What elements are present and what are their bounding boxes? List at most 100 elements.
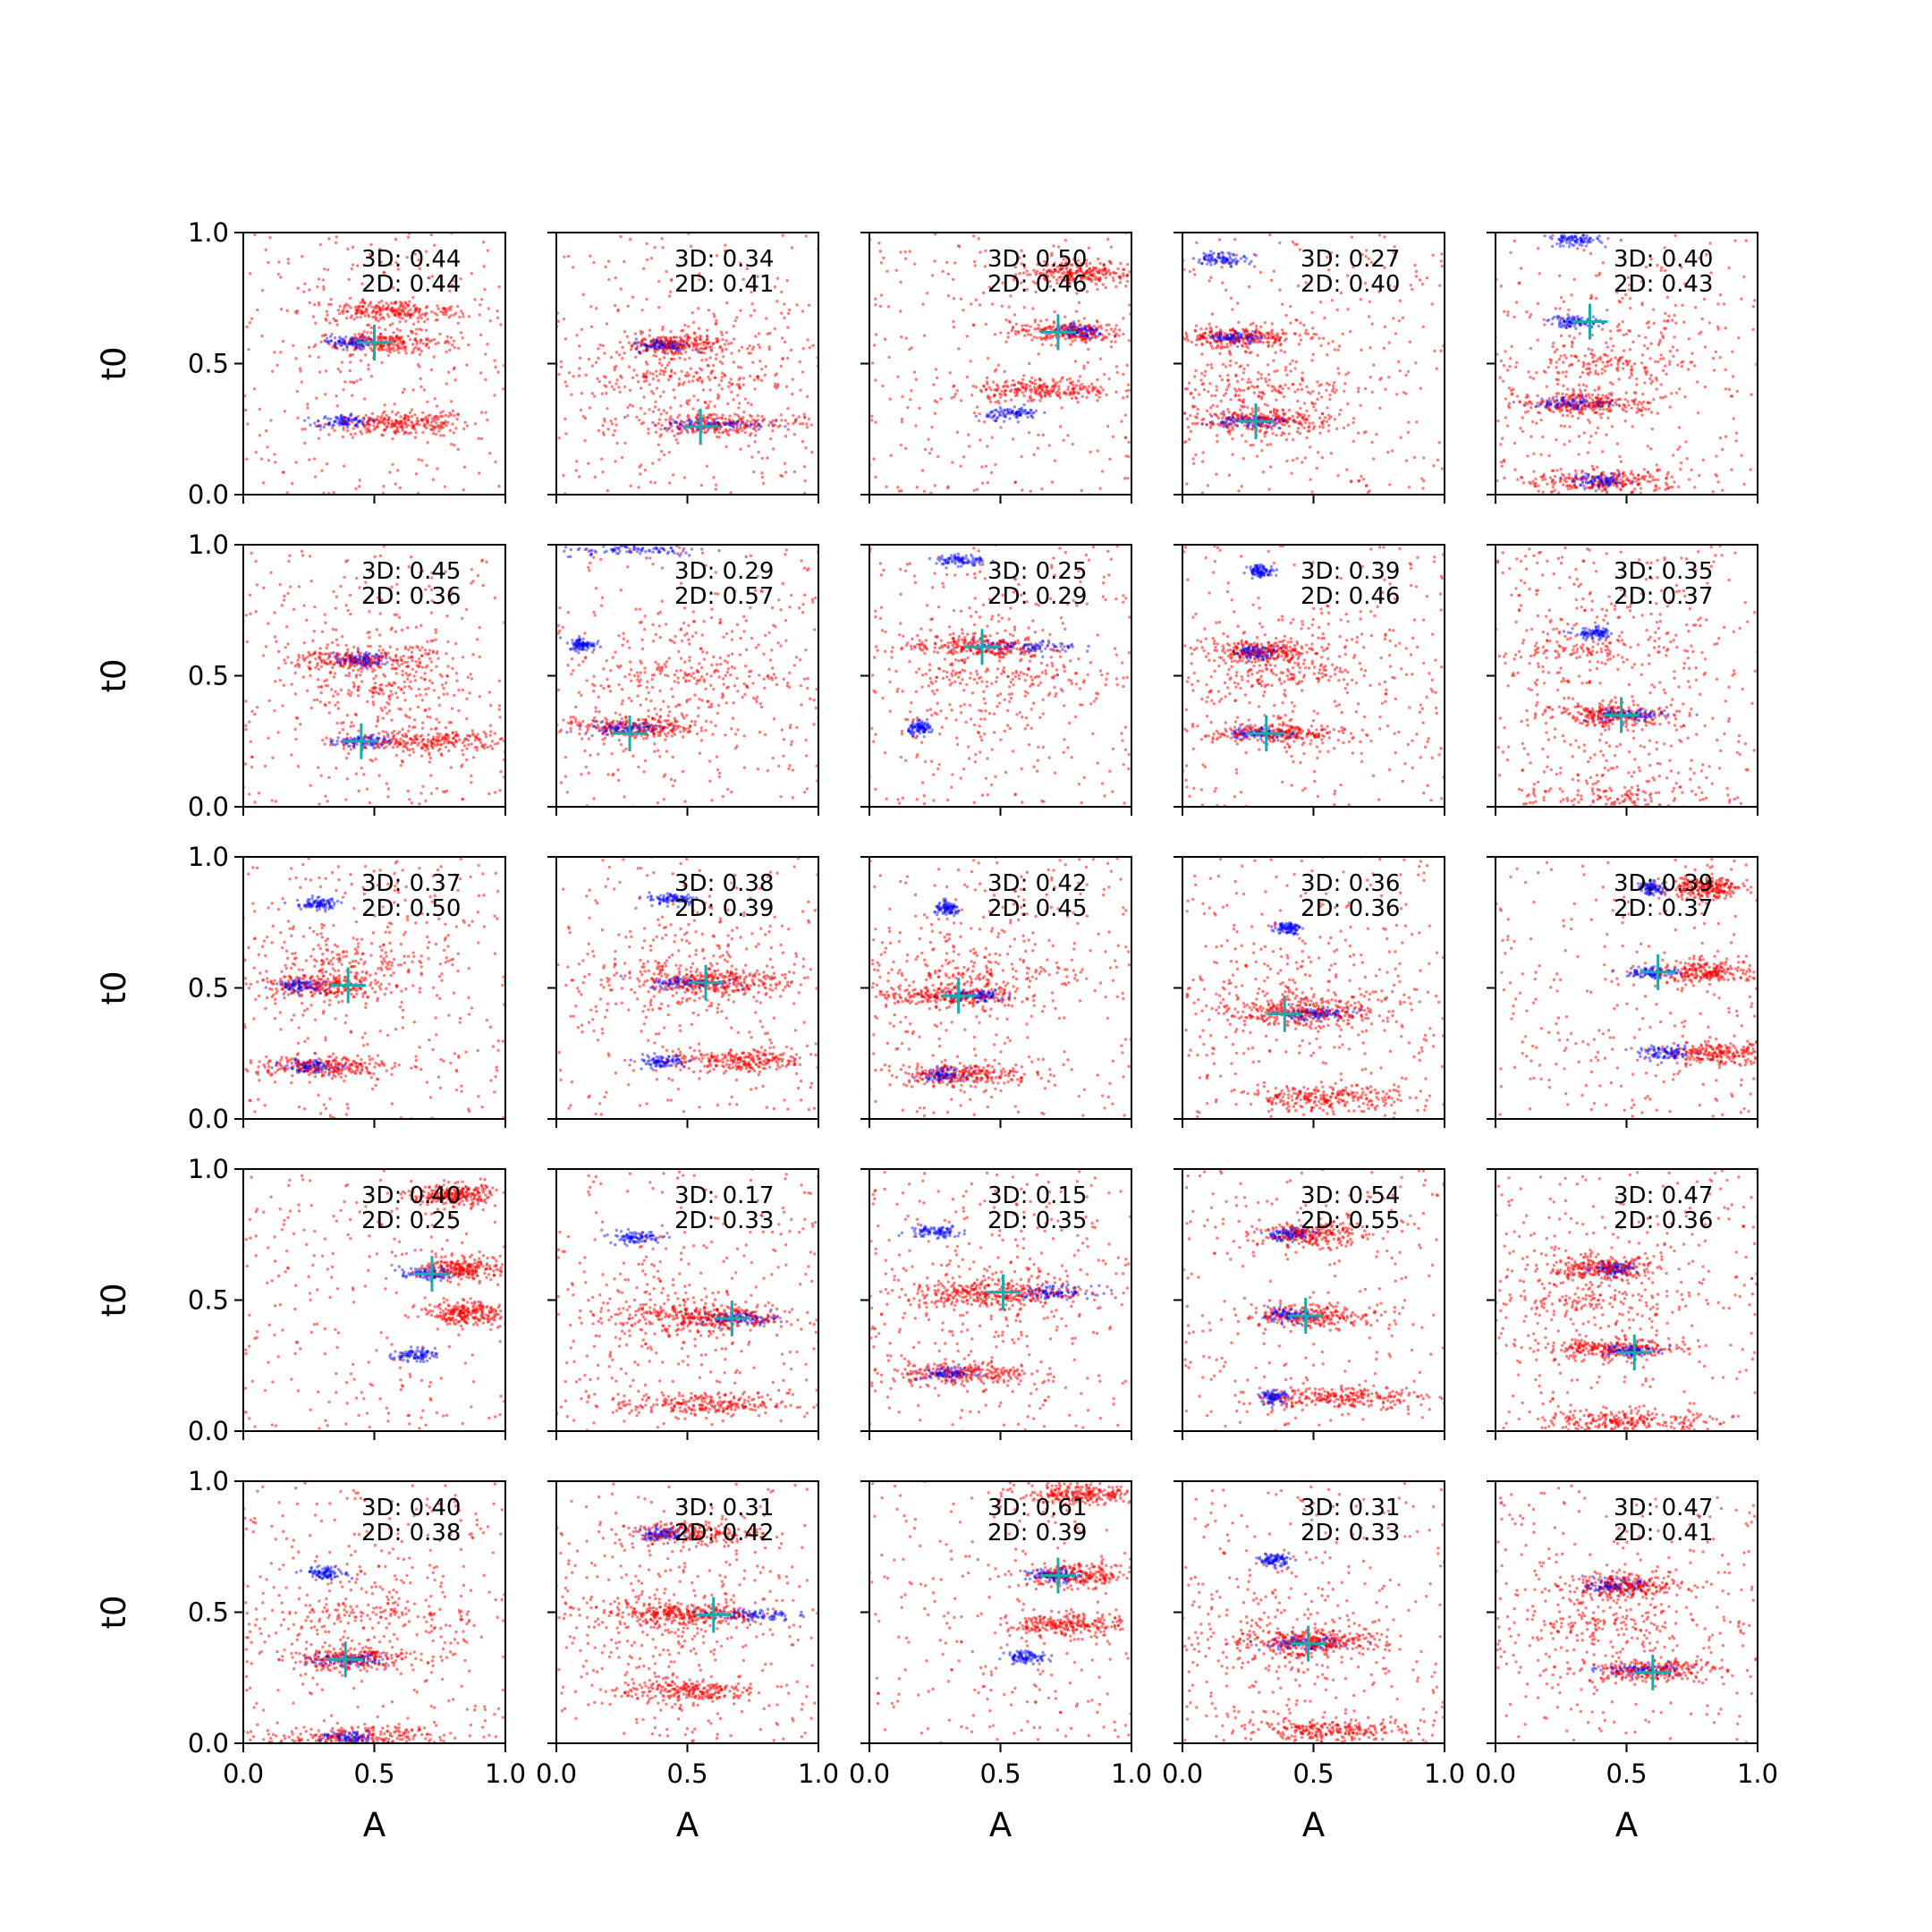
red-point (1107, 323, 1111, 326)
red-point (430, 309, 434, 314)
red-point (747, 444, 750, 448)
red-point (1033, 382, 1038, 386)
red-point (726, 342, 731, 346)
red-point (1293, 390, 1297, 394)
red-point (811, 343, 815, 347)
red-point (1521, 429, 1525, 433)
red-point (1244, 439, 1248, 444)
red-point (1242, 330, 1246, 335)
blue-point (1228, 421, 1232, 425)
blue-point (1234, 262, 1239, 266)
red-point (1237, 489, 1241, 493)
blue-point (327, 420, 332, 425)
red-point (721, 338, 724, 342)
red-point (1272, 359, 1275, 362)
red-point (324, 333, 328, 337)
red-point (577, 475, 581, 479)
red-point (449, 305, 453, 309)
red-point (362, 397, 367, 401)
blue-point (1218, 336, 1222, 340)
red-point (635, 415, 639, 419)
red-point (1231, 436, 1234, 441)
blue-point (354, 418, 358, 421)
red-point (1422, 479, 1426, 483)
red-point (720, 387, 724, 391)
red-point (1257, 394, 1260, 399)
red-point (633, 341, 637, 344)
red-point (1224, 345, 1227, 349)
red-point (1274, 351, 1277, 354)
red-point (670, 352, 674, 355)
blue-point (758, 424, 762, 428)
red-point (786, 428, 790, 431)
red-point (348, 296, 352, 301)
red-point (353, 305, 357, 309)
red-point (367, 363, 370, 367)
red-point (1074, 277, 1078, 281)
red-point (580, 392, 584, 395)
red-point (676, 349, 680, 352)
red-point (1729, 394, 1733, 398)
red-point (417, 458, 420, 462)
red-point (285, 309, 289, 313)
blue-point (1019, 407, 1022, 411)
red-point (972, 323, 976, 326)
red-point (683, 323, 687, 327)
red-point (1507, 386, 1512, 390)
red-point (1050, 480, 1055, 484)
red-point (983, 265, 987, 268)
blue-point (1246, 424, 1250, 428)
blue-point (1006, 411, 1010, 414)
red-point (496, 370, 500, 374)
red-point (639, 352, 642, 355)
red-point (953, 261, 957, 265)
red-point (1048, 268, 1052, 272)
blue-point (1233, 341, 1237, 344)
red-point (1075, 269, 1080, 273)
red-point (1079, 387, 1082, 392)
red-point (1208, 406, 1213, 410)
red-point (1087, 326, 1090, 329)
blue-point (1242, 255, 1246, 258)
blue-point (1098, 332, 1102, 335)
blue-point (1030, 409, 1033, 412)
red-point (801, 309, 805, 313)
blue-point (1229, 257, 1233, 261)
red-point (1063, 315, 1067, 318)
blue-point (1021, 411, 1026, 415)
red-point (779, 311, 784, 315)
red-point (480, 297, 484, 301)
blue-point (1014, 411, 1019, 416)
red-point (1280, 433, 1284, 437)
red-point (614, 417, 617, 421)
red-point (927, 437, 930, 441)
red-point (396, 342, 400, 345)
red-point (449, 335, 453, 340)
red-point (1240, 404, 1243, 408)
red-point (1401, 316, 1405, 320)
red-point (1194, 453, 1198, 457)
red-point (567, 371, 572, 375)
red-point (1618, 454, 1622, 459)
red-point (1185, 482, 1189, 486)
red-point (774, 382, 777, 386)
red-point (258, 407, 262, 411)
red-point (1231, 453, 1234, 456)
red-point (351, 343, 354, 347)
red-point (733, 412, 737, 416)
red-point (1193, 273, 1197, 276)
red-point (381, 304, 386, 308)
red-point (394, 338, 398, 343)
red-point (677, 377, 682, 381)
blue-point (1222, 259, 1225, 263)
red-point (1627, 288, 1631, 292)
red-point (906, 405, 910, 410)
blue-point (1023, 408, 1027, 412)
red-point (681, 420, 684, 424)
red-point (399, 426, 403, 429)
red-point (674, 437, 678, 442)
red-point (1055, 265, 1060, 268)
red-point (433, 414, 437, 419)
red-point (449, 308, 453, 311)
